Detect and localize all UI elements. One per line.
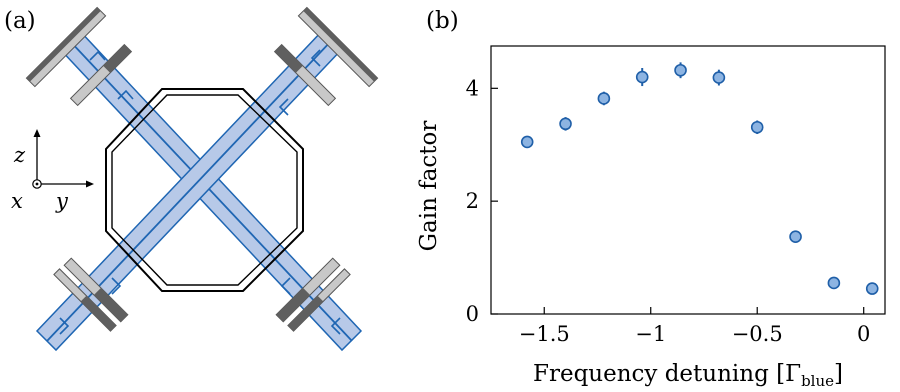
- data-point: [635, 70, 649, 84]
- y-axis-label: Gain factor: [416, 121, 442, 252]
- x-axis-label-main: Frequency detuning [Γ: [533, 361, 801, 387]
- x-tick-label: −1.5: [519, 322, 570, 346]
- data-point: [559, 117, 572, 131]
- x-axis-label: Frequency detuning [Γblue]: [533, 361, 843, 390]
- x-tick-label: −0.5: [732, 322, 783, 346]
- mirror-top-left: [25, 6, 133, 107]
- data-point: [750, 120, 764, 134]
- y-tick-label: 4: [466, 76, 479, 100]
- axis-z-label: z: [13, 143, 26, 167]
- axis-x-label: x: [11, 189, 23, 213]
- data-point: [674, 63, 687, 77]
- mirror-bottom-right: [275, 257, 351, 332]
- plot-frame: [490, 45, 886, 315]
- data-point: [712, 71, 726, 84]
- data-point: [827, 276, 841, 290]
- panel-a: (a): [4, 6, 379, 352]
- axis-y-label: y: [55, 189, 69, 213]
- x-axis-label-sub: blue: [801, 372, 834, 390]
- mirror-top-right: [273, 6, 379, 107]
- x-tick-label: −1: [635, 322, 666, 346]
- data-point: [597, 92, 611, 105]
- x-axis-label-close: ]: [834, 361, 843, 387]
- data-point: [865, 282, 879, 295]
- data-series: [520, 62, 879, 295]
- x-ticks: −1.5 −1 −0.5 0: [519, 307, 870, 346]
- mirror-bottom-left: [53, 257, 129, 332]
- panel-b-label: (b): [426, 8, 459, 34]
- y-ticks: 0 2 4: [466, 76, 498, 326]
- x-tick-label: 0: [857, 322, 870, 346]
- coordinate-axes: z x y: [11, 129, 94, 213]
- beam-markers: [59, 49, 341, 335]
- data-point: [520, 135, 534, 149]
- y-tick-label: 2: [466, 189, 479, 213]
- panel-b: (b) −1.5 −1 −0.5 0 0 2 4 Gain factor Frequenc…: [416, 8, 886, 390]
- data-point: [789, 230, 802, 244]
- panel-a-label: (a): [4, 8, 36, 34]
- vacuum-chamber: [105, 88, 304, 292]
- chart-plot-area: −1.5 −1 −0.5 0 0 2 4: [466, 45, 886, 346]
- y-tick-label: 0: [466, 302, 479, 326]
